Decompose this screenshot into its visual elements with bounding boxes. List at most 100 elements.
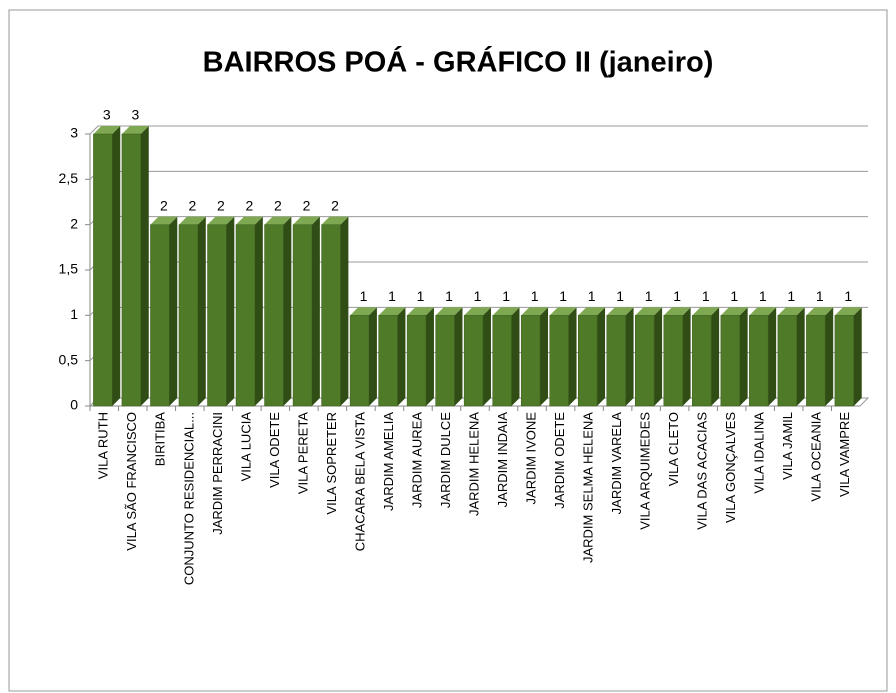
y-tick-label: 0 [70, 397, 78, 413]
x-tick-label: VILA VAMPRE [837, 412, 852, 497]
bar-top [236, 216, 263, 225]
data-label: 1 [417, 288, 425, 304]
bar [435, 315, 455, 407]
bar-group [150, 216, 178, 407]
x-tick-label: JARDIM INDAIA [495, 412, 510, 508]
bar-top [293, 216, 320, 225]
x-tick-label: VILA DAS ACACIAS [695, 412, 710, 530]
data-label: 1 [730, 288, 738, 304]
bar-top [578, 307, 606, 316]
bar [349, 315, 370, 407]
bar [834, 315, 854, 407]
x-tick-label: VILA LUCIA [238, 412, 253, 482]
grid-line [89, 125, 868, 135]
bar [235, 224, 256, 407]
bar-top [521, 307, 549, 316]
y-tick-label: 1,5 [59, 261, 79, 277]
bar-top [606, 307, 634, 316]
data-label: 1 [645, 288, 653, 304]
data-label: 2 [303, 197, 311, 213]
data-label: 3 [131, 107, 139, 123]
data-label: 1 [559, 288, 567, 304]
bar-side [454, 307, 463, 406]
data-label: 1 [816, 288, 824, 304]
bar-group [663, 307, 691, 407]
bar [207, 224, 227, 407]
data-label: 1 [616, 288, 624, 304]
bar-side [711, 307, 720, 406]
x-tick-label: VILA SOPRETER [324, 412, 339, 515]
bar-side [140, 126, 149, 406]
bar [463, 315, 484, 407]
bar-top [150, 216, 178, 225]
bar-side [169, 216, 178, 406]
data-label: 1 [759, 288, 767, 304]
data-label: 2 [274, 197, 282, 213]
bar-group [406, 307, 434, 407]
bar-side [397, 307, 406, 406]
bar [663, 315, 683, 407]
bar [635, 315, 655, 407]
bar [692, 315, 712, 407]
bar-top [492, 307, 520, 316]
x-tick-label: JARDIM PERRACINI [210, 412, 225, 535]
bar-side [853, 307, 862, 406]
bar [378, 315, 398, 407]
bar [93, 133, 113, 407]
bar-side [197, 216, 206, 406]
bar-top [207, 216, 235, 225]
bar-group [492, 307, 520, 407]
bar-side [368, 307, 377, 406]
bar-side [511, 307, 520, 406]
bar [492, 315, 512, 407]
x-tick-label: VILA SÃO FRANCISCO [124, 412, 139, 551]
x-tick-label: CHACARA BELA VISTA [352, 412, 367, 552]
data-label: 2 [246, 197, 254, 213]
bar-side [568, 307, 577, 406]
bar-group [720, 307, 748, 407]
data-label: 1 [445, 288, 453, 304]
bar-top [435, 307, 463, 316]
bar-top [749, 307, 777, 316]
y-tick-label: 2,5 [59, 170, 79, 186]
bar-group [349, 307, 377, 407]
bar-top [93, 126, 121, 134]
data-label: 1 [502, 288, 510, 304]
bar-group [207, 216, 235, 407]
bar-top [321, 216, 349, 225]
bar-top [720, 307, 748, 316]
bar-side [654, 307, 663, 406]
x-tick-label: JARDIM HELENA [466, 412, 481, 516]
bar-top [178, 216, 206, 225]
bar [178, 224, 199, 407]
data-label: 1 [702, 288, 710, 304]
data-label: 2 [331, 197, 339, 213]
bar-side [682, 307, 691, 406]
data-label: 1 [474, 288, 482, 304]
bar-group [520, 307, 549, 407]
x-tick-label: VILA IDALINA [752, 412, 767, 494]
bar-top [407, 307, 434, 316]
x-tick-label: VILA OCEANIA [809, 412, 824, 502]
bar-side [254, 216, 263, 406]
data-label: 1 [588, 288, 596, 304]
x-tick-label: VILA PERETA [295, 412, 310, 494]
bar-side [625, 307, 634, 406]
x-tick-label: VILA ODETE [267, 412, 282, 488]
x-tick-label: JARDIM ODETE [552, 412, 567, 509]
bar-top [378, 307, 406, 316]
bar [520, 315, 541, 407]
x-tick-label: VILA CLETO [666, 412, 681, 486]
bar [549, 315, 569, 407]
data-label: 1 [531, 288, 539, 304]
bar-top [635, 307, 663, 316]
x-tick-label: VILA ARQUIMEDES [638, 412, 653, 530]
x-tick-label: VILA JAMIL [780, 412, 795, 480]
bar-group [178, 216, 206, 407]
bar-top [663, 307, 691, 316]
y-tick-label: 0,5 [59, 351, 79, 367]
bar [264, 224, 284, 407]
data-label: 1 [787, 288, 795, 304]
bar-top [549, 307, 577, 316]
